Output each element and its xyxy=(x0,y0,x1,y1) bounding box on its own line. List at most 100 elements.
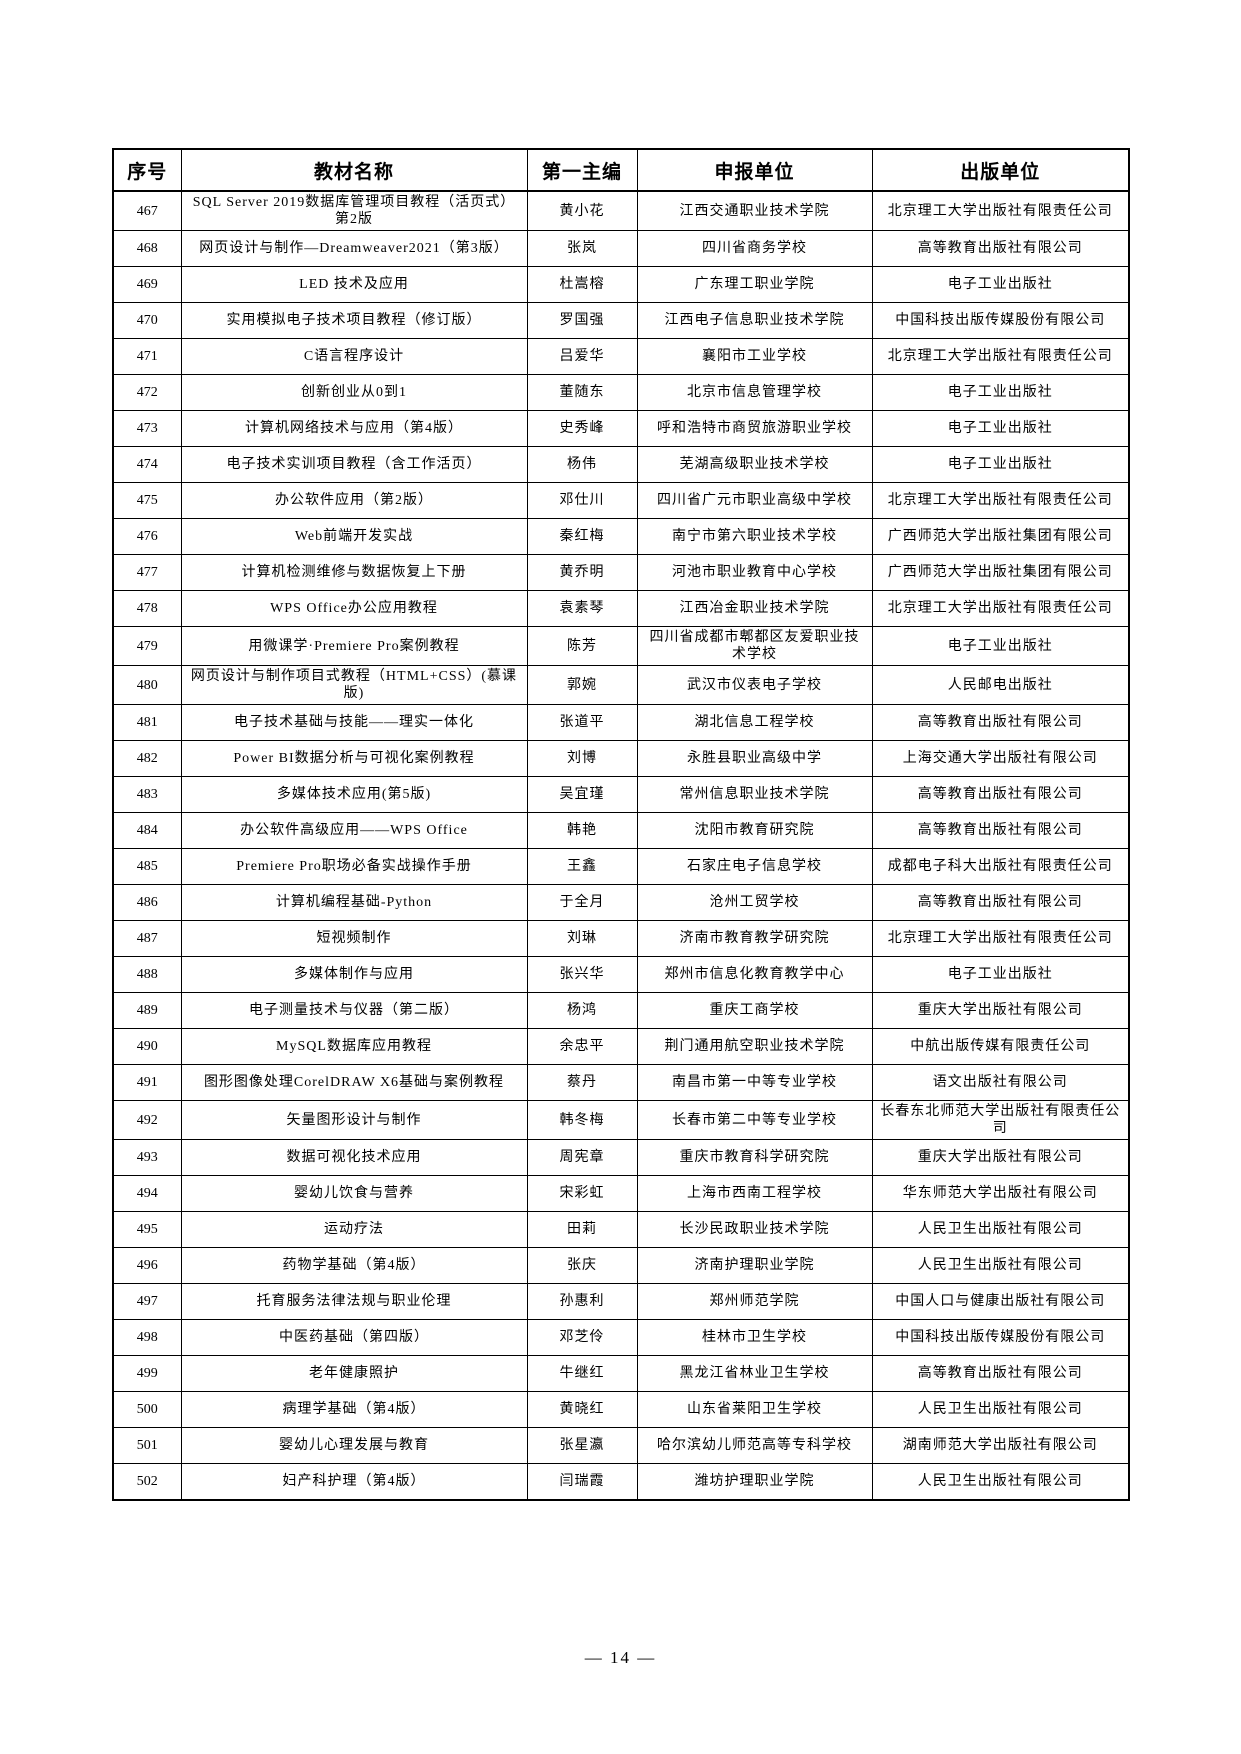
cell-no: 490 xyxy=(112,1028,182,1065)
cell-title: 电子技术实训项目教程（含工作活页） xyxy=(180,446,528,483)
cell-title: 婴幼儿饮食与营养 xyxy=(180,1175,528,1212)
cell-publisher: 中国科技出版传媒股份有限公司 xyxy=(871,302,1130,339)
cell-publisher: 人民卫生出版社有限公司 xyxy=(871,1391,1130,1428)
cell-editor: 王鑫 xyxy=(526,848,638,885)
table-body: 467 SQL Server 2019数据库管理项目教程（活页式）第2版 黄小花 江西… xyxy=(112,190,1130,1500)
cell-no: 480 xyxy=(112,665,182,705)
cell-editor: 刘博 xyxy=(526,740,638,777)
cell-applicant: 上海市西南工程学校 xyxy=(636,1175,873,1212)
table-row: 492 矢量图形设计与制作 韩冬梅 长春市第二中等专业学校 长春东北师范大学出版社有限责… xyxy=(112,1100,1130,1140)
table-row: 478 WPS Office办公应用教程 袁素琴 江西冶金职业技术学院 北京理工大学出版… xyxy=(112,590,1130,627)
cell-applicant: 广东理工职业学院 xyxy=(636,266,873,303)
cell-title: 办公软件应用（第2版） xyxy=(180,482,528,519)
cell-title: 创新创业从0到1 xyxy=(180,374,528,411)
cell-title: 计算机检测维修与数据恢复上下册 xyxy=(180,554,528,591)
cell-editor: 闫瑞霞 xyxy=(526,1463,638,1500)
cell-publisher: 上海交通大学出版社有限公司 xyxy=(871,740,1130,777)
cell-no: 493 xyxy=(112,1139,182,1176)
cell-applicant: 四川省广元市职业高级中学校 xyxy=(636,482,873,519)
cell-publisher: 高等教育出版社有限公司 xyxy=(871,884,1130,921)
cell-no: 475 xyxy=(112,482,182,519)
cell-title: 多媒体技术应用(第5版) xyxy=(180,776,528,813)
cell-no: 476 xyxy=(112,518,182,555)
cell-editor: 张庆 xyxy=(526,1247,638,1284)
cell-publisher: 湖南师范大学出版社有限公司 xyxy=(871,1427,1130,1464)
cell-applicant: 四川省商务学校 xyxy=(636,230,873,267)
cell-title: SQL Server 2019数据库管理项目教程（活页式）第2版 xyxy=(180,190,528,231)
cell-title: 中医药基础（第四版） xyxy=(180,1319,528,1356)
table-row: 496 药物学基础（第4版） 张庆 济南护理职业学院 人民卫生出版社有限公司 xyxy=(112,1247,1130,1284)
cell-editor: 罗国强 xyxy=(526,302,638,339)
cell-applicant: 黑龙江省林业卫生学校 xyxy=(636,1355,873,1392)
cell-editor: 余忠平 xyxy=(526,1028,638,1065)
cell-title: 网页设计与制作项目式教程（HTML+CSS）(慕课版) xyxy=(180,665,528,705)
cell-title: 短视频制作 xyxy=(180,920,528,957)
cell-publisher: 电子工业出版社 xyxy=(871,626,1130,666)
cell-title: Power BI数据分析与可视化案例教程 xyxy=(180,740,528,777)
cell-applicant: 山东省莱阳卫生学校 xyxy=(636,1391,873,1428)
cell-applicant: 长春市第二中等专业学校 xyxy=(636,1100,873,1140)
cell-applicant: 江西电子信息职业技术学院 xyxy=(636,302,873,339)
table-row: 480 网页设计与制作项目式教程（HTML+CSS）(慕课版) 郭婉 武汉市仪表电子学… xyxy=(112,665,1130,705)
cell-title: 计算机编程基础-Python xyxy=(180,884,528,921)
cell-editor: 史秀峰 xyxy=(526,410,638,447)
cell-applicant: 郑州师范学院 xyxy=(636,1283,873,1320)
cell-title: 运动疗法 xyxy=(180,1211,528,1248)
table-row: 483 多媒体技术应用(第5版) 吴宜瑾 常州信息职业技术学院 高等教育出版社有限公司 xyxy=(112,776,1130,813)
cell-no: 484 xyxy=(112,812,182,849)
cell-editor: 韩艳 xyxy=(526,812,638,849)
cell-editor: 黄晓红 xyxy=(526,1391,638,1428)
table-row: 472 创新创业从0到1 董随东 北京市信息管理学校 电子工业出版社 xyxy=(112,374,1130,411)
table-row: 475 办公软件应用（第2版） 邓仕川 四川省广元市职业高级中学校 北京理工大学出版社有… xyxy=(112,482,1130,519)
cell-applicant: 襄阳市工业学校 xyxy=(636,338,873,375)
cell-editor: 郭婉 xyxy=(526,665,638,705)
cell-publisher: 高等教育出版社有限公司 xyxy=(871,230,1130,267)
cell-applicant: 常州信息职业技术学院 xyxy=(636,776,873,813)
cell-editor: 董随东 xyxy=(526,374,638,411)
cell-no: 492 xyxy=(112,1100,182,1140)
cell-title: 妇产科护理（第4版） xyxy=(180,1463,528,1500)
table-row: 470 实用模拟电子技术项目教程（修订版） 罗国强 江西电子信息职业技术学院 中国科技出… xyxy=(112,302,1130,339)
table-row: 485 Premiere Pro职场必备实战操作手册 王鑫 石家庄电子信息学校 成都电子… xyxy=(112,848,1130,885)
cell-applicant: 重庆市教育科学研究院 xyxy=(636,1139,873,1176)
cell-no: 494 xyxy=(112,1175,182,1212)
cell-applicant: 永胜县职业高级中学 xyxy=(636,740,873,777)
table-row: 471 C语言程序设计 吕爱华 襄阳市工业学校 北京理工大学出版社有限责任公司 xyxy=(112,338,1130,375)
cell-editor: 邓芝伶 xyxy=(526,1319,638,1356)
cell-no: 471 xyxy=(112,338,182,375)
table-row: 494 婴幼儿饮食与营养 宋彩虹 上海市西南工程学校 华东师范大学出版社有限公司 xyxy=(112,1175,1130,1212)
cell-no: 482 xyxy=(112,740,182,777)
cell-applicant: 湖北信息工程学校 xyxy=(636,704,873,741)
cell-publisher: 人民卫生出版社有限公司 xyxy=(871,1463,1130,1500)
cell-editor: 牛继红 xyxy=(526,1355,638,1392)
cell-publisher: 高等教育出版社有限公司 xyxy=(871,1355,1130,1392)
table-row: 497 托育服务法律法规与职业伦理 孙惠利 郑州师范学院 中国人口与健康出版社有限公司 xyxy=(112,1283,1130,1320)
table-row: 495 运动疗法 田莉 长沙民政职业技术学院 人民卫生出版社有限公司 xyxy=(112,1211,1130,1248)
cell-no: 487 xyxy=(112,920,182,957)
column-header-no: 序号 xyxy=(112,148,182,192)
column-header-editor: 第一主编 xyxy=(526,148,638,192)
cell-no: 485 xyxy=(112,848,182,885)
cell-publisher: 人民卫生出版社有限公司 xyxy=(871,1211,1130,1248)
cell-publisher: 电子工业出版社 xyxy=(871,956,1130,993)
cell-applicant: 芜湖高级职业技术学校 xyxy=(636,446,873,483)
cell-no: 499 xyxy=(112,1355,182,1392)
cell-applicant: 河池市职业教育中心学校 xyxy=(636,554,873,591)
cell-publisher: 广西师范大学出版社集团有限公司 xyxy=(871,554,1130,591)
cell-publisher: 北京理工大学出版社有限责任公司 xyxy=(871,590,1130,627)
cell-applicant: 荆门通用航空职业技术学院 xyxy=(636,1028,873,1065)
cell-applicant: 武汉市仪表电子学校 xyxy=(636,665,873,705)
cell-editor: 秦红梅 xyxy=(526,518,638,555)
cell-no: 486 xyxy=(112,884,182,921)
table-row: 473 计算机网络技术与应用（第4版） 史秀峰 呼和浩特市商贸旅游职业学校 电子工业出版… xyxy=(112,410,1130,447)
table-row: 501 婴幼儿心理发展与教育 张星瀛 哈尔滨幼儿师范高等专科学校 湖南师范大学出版社有限… xyxy=(112,1427,1130,1464)
table-row: 467 SQL Server 2019数据库管理项目教程（活页式）第2版 黄小花 江西… xyxy=(112,190,1130,231)
cell-editor: 吴宜瑾 xyxy=(526,776,638,813)
cell-editor: 蔡丹 xyxy=(526,1064,638,1101)
cell-applicant: 呼和浩特市商贸旅游职业学校 xyxy=(636,410,873,447)
cell-applicant: 北京市信息管理学校 xyxy=(636,374,873,411)
cell-applicant: 郑州市信息化教育教学中心 xyxy=(636,956,873,993)
table-row: 479 用微课学·Premiere Pro案例教程 陈芳 四川省成都市郫都区友爱职业技… xyxy=(112,626,1130,666)
cell-editor: 吕爱华 xyxy=(526,338,638,375)
